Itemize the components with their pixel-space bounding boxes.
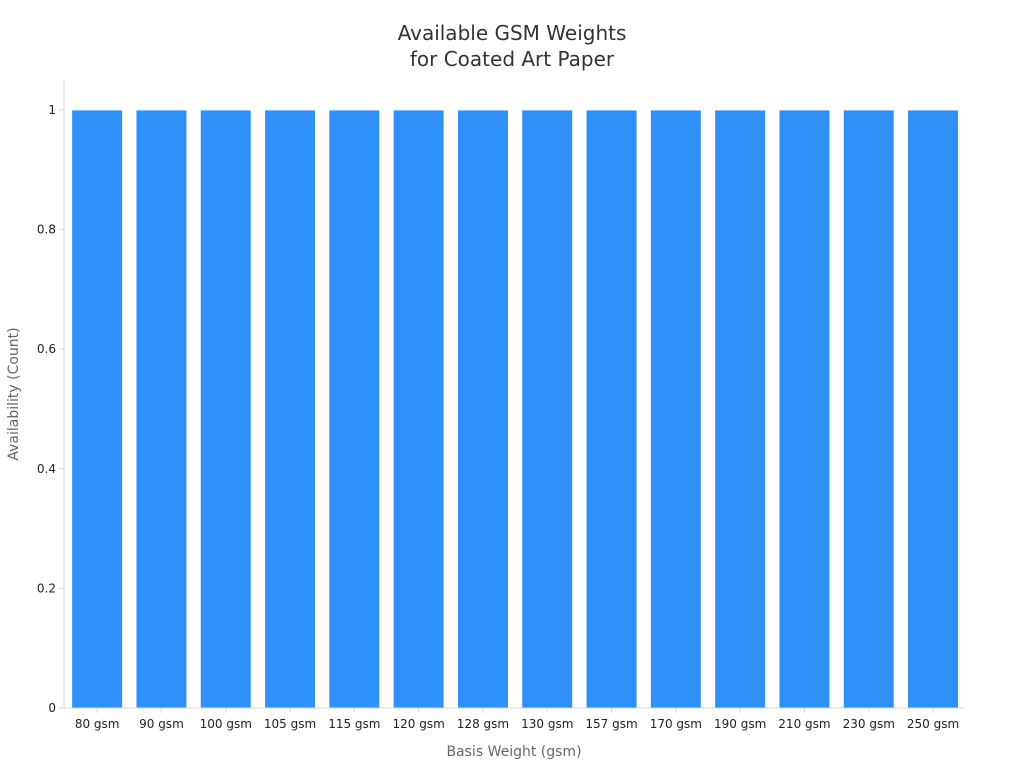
y-tick-label: 0.8 — [37, 223, 56, 237]
bar-100-gsm — [199, 109, 252, 709]
bar-230-gsm — [842, 109, 895, 709]
x-axis-label: Basis Weight (gsm) — [446, 744, 581, 760]
bar-157-gsm — [585, 109, 638, 709]
bar-105-gsm — [264, 109, 317, 709]
x-tick-label: 210 gsm — [778, 717, 830, 731]
bar-170-gsm — [649, 109, 702, 709]
chart-title-line-1: Available GSM Weights — [398, 21, 627, 45]
y-tick-label: 0 — [48, 701, 56, 715]
x-tick-label: 90 gsm — [139, 717, 184, 731]
y-axis-label: Availability (Count) — [6, 327, 22, 460]
bar-115-gsm — [328, 109, 381, 709]
y-tick-label: 0.2 — [37, 581, 56, 595]
bar-128-gsm — [456, 109, 509, 709]
bar-90-gsm — [135, 109, 188, 709]
y-tick-label: 0.4 — [37, 462, 56, 476]
x-tick-label: 130 gsm — [521, 717, 573, 731]
x-tick-label: 230 gsm — [843, 717, 895, 731]
bar-120-gsm — [392, 109, 445, 709]
bars-layer — [71, 109, 960, 709]
y-tick-label: 1 — [48, 103, 56, 117]
y-ticks-layer: 0 0.2 0.4 0.6 0.8 1 — [37, 103, 64, 715]
x-tick-label: 105 gsm — [264, 717, 316, 731]
chart-title-line-2: for Coated Art Paper — [410, 47, 615, 71]
x-tick-label: 115 gsm — [328, 717, 380, 731]
x-tick-label: 157 gsm — [585, 717, 637, 731]
bar-130-gsm — [521, 109, 574, 709]
x-tick-label: 120 gsm — [393, 717, 445, 731]
bar-80-gsm — [71, 109, 124, 709]
x-ticks-layer: 80 gsm 90 gsm 100 gsm 105 gsm 115 gsm 120 gsm… — [75, 708, 959, 731]
bar-190-gsm — [714, 109, 767, 709]
x-tick-label: 80 gsm — [75, 717, 120, 731]
y-tick-label: 0.6 — [37, 342, 56, 356]
x-tick-label: 128 gsm — [457, 717, 509, 731]
x-tick-label: 190 gsm — [714, 717, 766, 731]
x-tick-label: 250 gsm — [907, 717, 959, 731]
x-tick-label: 170 gsm — [650, 717, 702, 731]
x-tick-label: 100 gsm — [200, 717, 252, 731]
bar-250-gsm — [907, 109, 960, 709]
bar-210-gsm — [778, 109, 831, 709]
